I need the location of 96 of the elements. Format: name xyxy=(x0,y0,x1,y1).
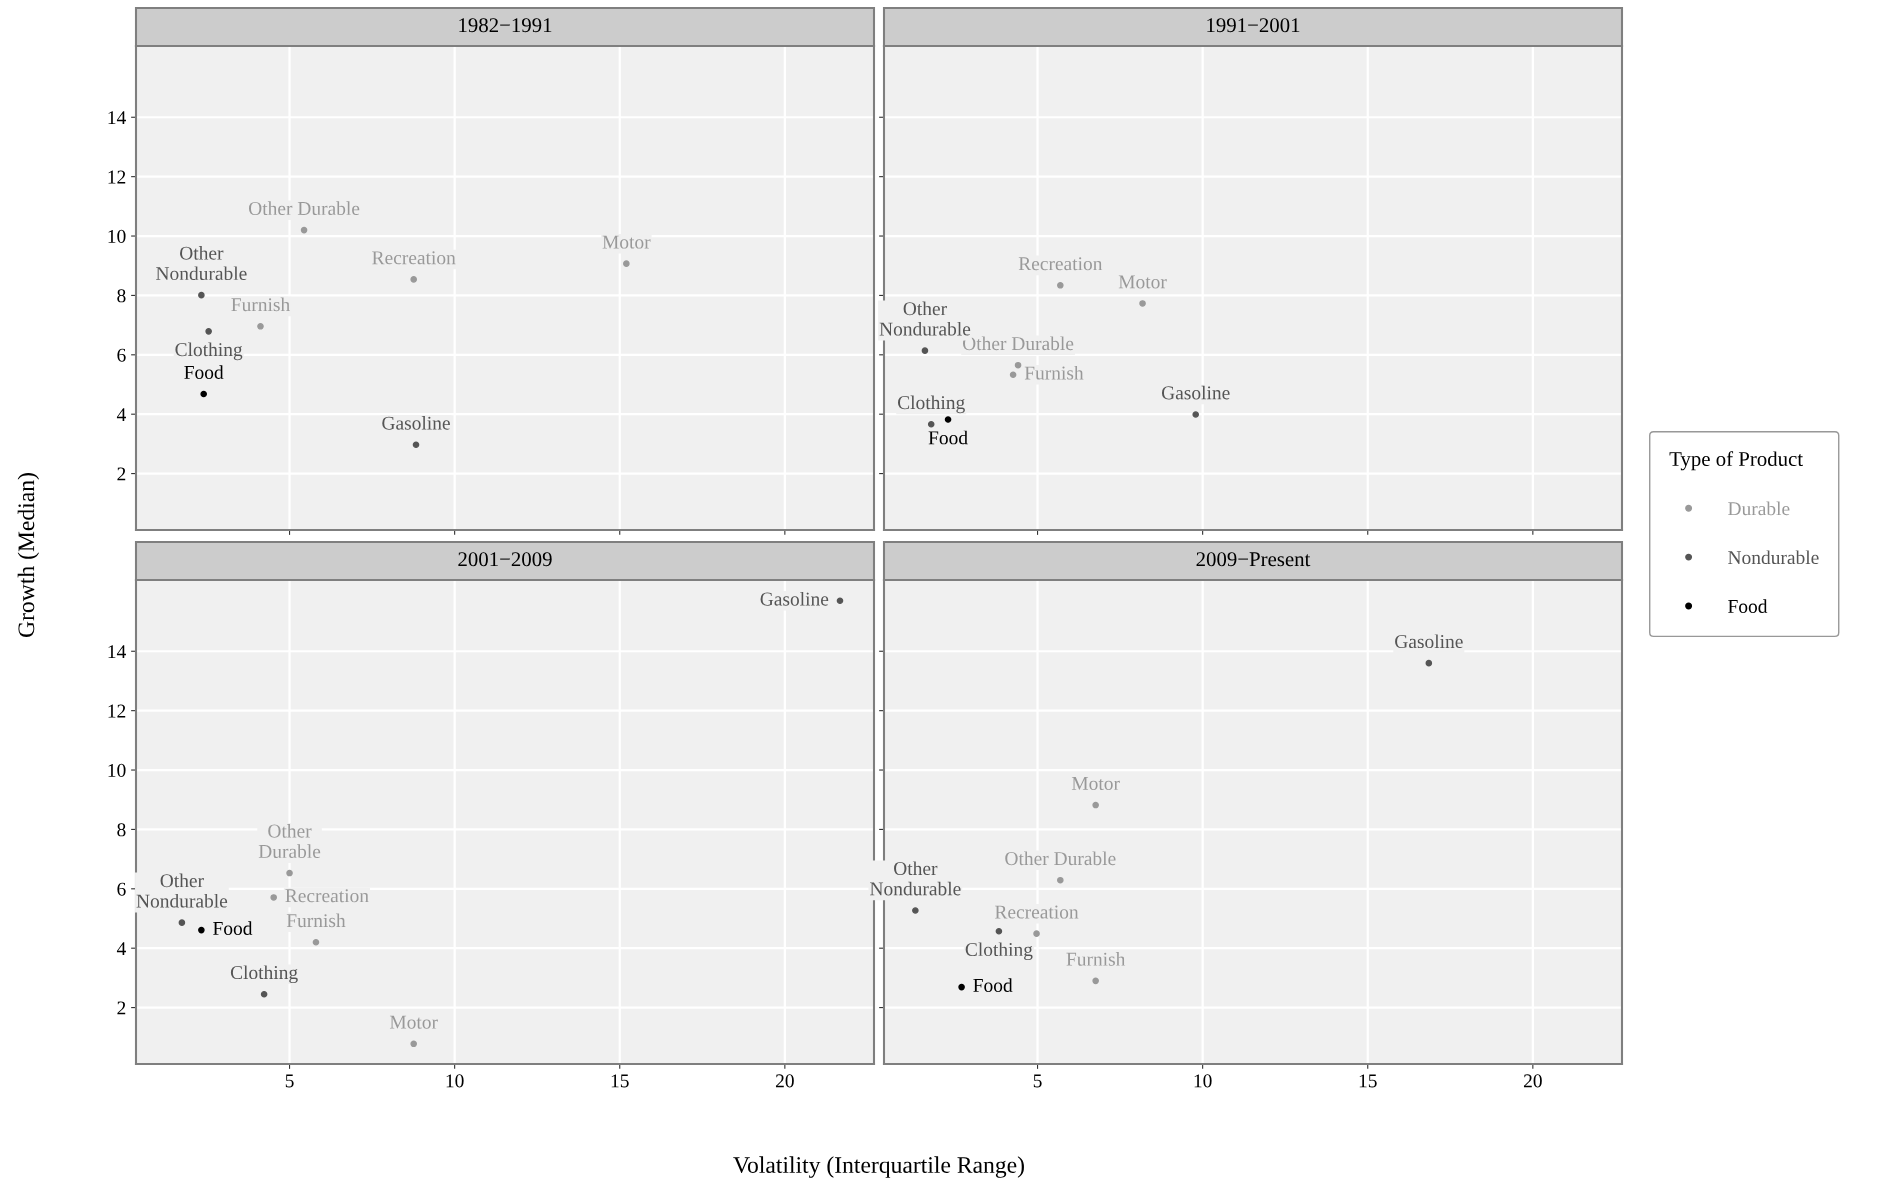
point xyxy=(260,990,268,998)
point xyxy=(912,907,919,914)
annotation: Other Nondurable xyxy=(136,873,228,908)
x-tick-label: 10 xyxy=(1194,1074,1212,1088)
annotation: Gasoline xyxy=(760,591,829,606)
chart-title: 2009−Present xyxy=(1196,552,1311,567)
y-tick-label: 2 xyxy=(117,1001,126,1015)
point xyxy=(178,919,186,926)
point xyxy=(1139,300,1146,307)
legend-label: Durable xyxy=(1728,501,1790,516)
point xyxy=(270,894,277,901)
chart-title: 1991−2001 xyxy=(1207,18,1300,33)
y-tick-label: 6 xyxy=(117,882,126,896)
point xyxy=(1009,371,1017,378)
annotation: Other Nondurable xyxy=(879,301,971,336)
legend-label: Food xyxy=(1728,599,1768,613)
point xyxy=(312,938,320,946)
chart-title: 2001−2009 xyxy=(458,552,552,567)
point xyxy=(958,983,965,991)
annotation: Furnish xyxy=(1024,365,1084,380)
annotation: Food xyxy=(928,430,968,445)
annotation: Other Durable xyxy=(258,824,321,859)
annotation: Furnish xyxy=(1066,952,1126,966)
y-tick-label: 10 xyxy=(108,229,126,243)
y-tick-label: 14 xyxy=(108,645,126,659)
point xyxy=(200,390,207,398)
annotation: Motor xyxy=(389,1015,438,1029)
point xyxy=(1092,977,1099,985)
point xyxy=(1033,930,1040,937)
point xyxy=(1092,801,1099,809)
annotation: Other Durable xyxy=(248,201,360,216)
x-tick-label: 5 xyxy=(285,1074,294,1088)
legend-label: Nondurable xyxy=(1728,550,1819,565)
annotation: Motor xyxy=(602,235,651,249)
annotation: Other Nondurable xyxy=(156,246,247,281)
annotation: Clothing xyxy=(965,942,1033,961)
annotation: Recreation xyxy=(1018,257,1103,271)
y-tick-label: 8 xyxy=(117,289,126,303)
point xyxy=(300,226,308,234)
point xyxy=(286,869,293,877)
x-axis-title: Volatility (Interquartile Range) xyxy=(733,1156,1024,1178)
point xyxy=(1014,361,1022,369)
annotation: Gasoline xyxy=(1161,385,1230,400)
annotation: Recreation xyxy=(995,905,1079,919)
y-tick-label: 10 xyxy=(108,763,126,777)
y-tick-label: 12 xyxy=(108,704,126,718)
annotation: Clothing xyxy=(897,395,965,414)
point xyxy=(410,276,417,283)
annotation: Recreation xyxy=(285,889,369,903)
point xyxy=(1057,282,1064,289)
annotation: Recreation xyxy=(372,251,456,265)
annotation: Clothing xyxy=(175,342,243,361)
annotation: Gasoline xyxy=(382,416,450,430)
point xyxy=(944,416,952,423)
point xyxy=(623,260,630,267)
annotation: Motor xyxy=(1071,777,1120,791)
annotation: Other Durable xyxy=(1005,851,1116,866)
point xyxy=(1425,659,1433,667)
point xyxy=(1192,411,1200,418)
y-tick-label: 6 xyxy=(117,348,126,362)
annotation: Clothing xyxy=(230,965,298,984)
annotation: Furnish xyxy=(231,297,290,312)
point xyxy=(198,291,205,299)
point xyxy=(1057,876,1064,884)
point xyxy=(921,347,929,354)
x-tick-label: 20 xyxy=(1523,1074,1542,1088)
annotation: Motor xyxy=(1118,275,1167,289)
annotation: Gasoline xyxy=(1395,634,1463,649)
y-axis-title: Growth (Median) xyxy=(17,473,40,637)
point xyxy=(198,926,205,934)
point xyxy=(412,441,420,449)
y-tick-label: 12 xyxy=(108,170,126,184)
x-tick-label: 15 xyxy=(611,1074,629,1088)
annotation: Other Nondurable xyxy=(870,861,961,896)
x-tick-label: 10 xyxy=(446,1074,464,1088)
y-tick-label: 8 xyxy=(117,823,126,837)
legend-title: Type of Product xyxy=(1669,451,1803,471)
annotation: Food xyxy=(973,978,1013,992)
annotation: Food xyxy=(213,921,253,935)
point xyxy=(205,328,212,335)
annotation: Furnish xyxy=(286,913,346,928)
y-tick-label: 2 xyxy=(117,467,126,481)
point xyxy=(257,323,264,330)
y-tick-label: 14 xyxy=(108,111,126,125)
point xyxy=(927,420,935,428)
point xyxy=(995,927,1003,935)
point xyxy=(410,1040,417,1048)
y-tick-label: 4 xyxy=(116,408,126,421)
x-tick-label: 15 xyxy=(1359,1074,1377,1088)
x-tick-label: 5 xyxy=(1033,1074,1042,1088)
point xyxy=(836,597,844,605)
annotation: Other Durable xyxy=(962,336,1074,351)
x-tick-label: 20 xyxy=(775,1074,794,1088)
annotation: Food xyxy=(184,365,224,379)
chart-title: 1982−1991 xyxy=(459,18,552,33)
y-tick-label: 4 xyxy=(116,942,126,955)
